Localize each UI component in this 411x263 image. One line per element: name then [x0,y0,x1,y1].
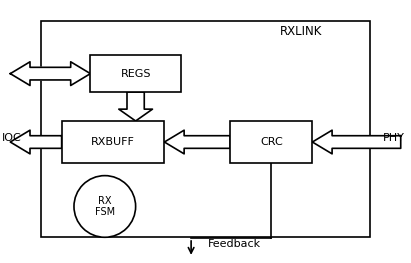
Text: REGS: REGS [120,69,151,79]
Text: RXBUFF: RXBUFF [91,137,135,147]
Text: RX
FSM: RX FSM [95,196,115,217]
Text: Feedback: Feedback [208,239,261,249]
Text: PHY: PHY [383,133,405,143]
Text: IOC: IOC [2,133,22,143]
Polygon shape [10,62,90,85]
Text: RXLINK: RXLINK [279,25,322,38]
Polygon shape [10,130,62,154]
Polygon shape [119,92,152,121]
Polygon shape [312,130,401,154]
FancyBboxPatch shape [41,21,370,237]
FancyBboxPatch shape [62,121,164,163]
FancyBboxPatch shape [230,121,312,163]
Polygon shape [164,130,230,154]
Ellipse shape [74,176,136,237]
FancyBboxPatch shape [90,55,181,92]
Text: CRC: CRC [260,137,283,147]
